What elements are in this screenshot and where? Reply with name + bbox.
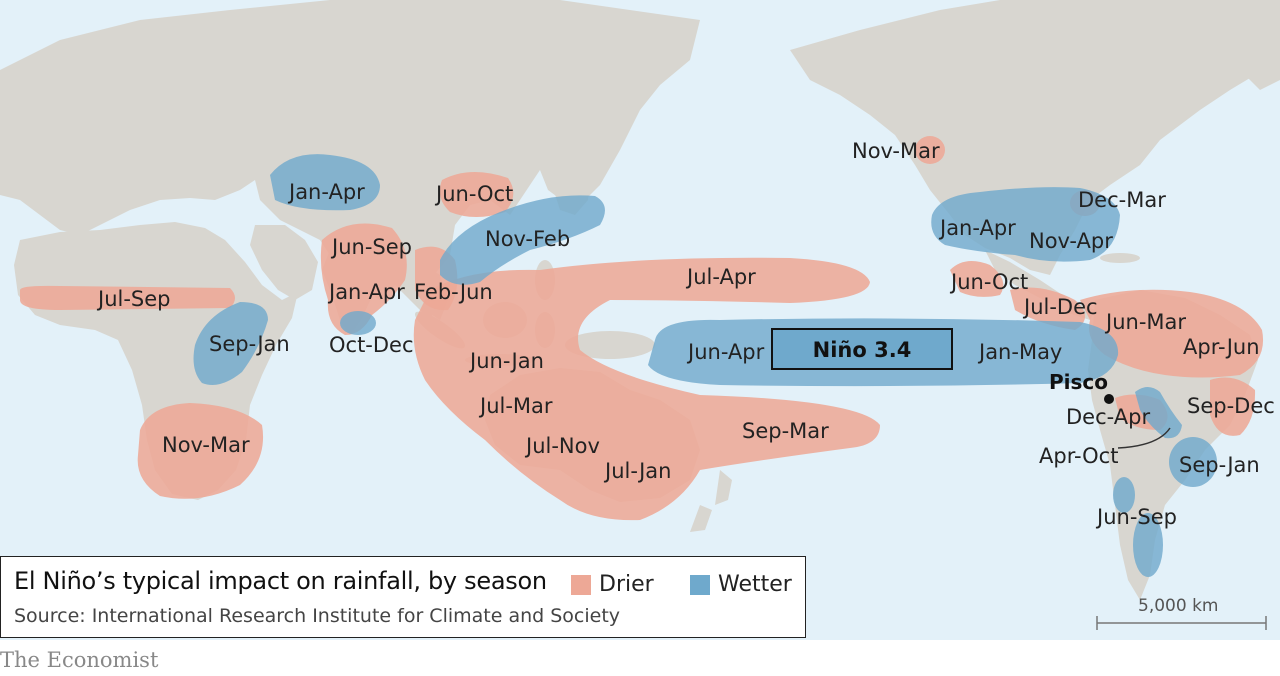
label-jan-apr-india: Jan-Apr <box>327 280 405 304</box>
label-jan-may-pacific: Jan-May <box>977 340 1062 364</box>
wetter-region-nov-feb-east-china <box>440 195 605 285</box>
label-nov-apr-southern-us: Nov-Apr <box>1029 229 1113 253</box>
label-jun-mar-south-america: Jun-Mar <box>1104 310 1186 334</box>
drier-region-jun-oct-mexico <box>950 261 1004 297</box>
drier-swatch <box>571 574 591 595</box>
wetter-region-jun-sep-chile-south <box>1133 513 1163 577</box>
drier-region-jun-oct-china <box>439 171 514 217</box>
wetter-region-apr-oct-chile <box>1135 387 1182 439</box>
label-dec-mar-us-east: Dec-Mar <box>1078 188 1166 212</box>
label-jul-jan-australia: Jul-Jan <box>603 459 671 483</box>
label-sep-dec-brazil: Sep-Dec <box>1187 394 1275 418</box>
scale-bar-label: 5,000 km <box>1138 596 1219 616</box>
pisco-label: Pisco <box>1049 370 1108 394</box>
wetter-region-sep-jan-southern-brazil <box>1169 437 1217 487</box>
label-apr-jun-south-america: Apr-Jun <box>1183 335 1260 359</box>
land-arabia <box>250 225 318 300</box>
label-nov-mar-southern-africa: Nov-Mar <box>162 433 250 457</box>
land-north-america <box>790 0 1280 275</box>
label-jul-mar-australia: Jul-Mar <box>478 394 553 418</box>
wetter-region-southern-us <box>931 187 1120 262</box>
label-sep-jan-east-africa: Sep-Jan <box>209 332 290 356</box>
label-jun-sep-chile: Jun-Sep <box>1095 505 1177 529</box>
label-jun-oct-mexico: Jun-Oct <box>949 270 1028 294</box>
drier-region-nov-mar-southern-africa <box>137 403 264 499</box>
el-nino-rainfall-map: Niño 3.4 Pisco Jan-Apr Jun-Oct Nov-Feb J… <box>0 0 1280 640</box>
drier-region-sep-dec-brazil <box>1210 377 1256 436</box>
label-jul-dec-central-america: Jul-Dec <box>1022 295 1098 319</box>
map-title: El Niño’s typical impact on rainfall, by… <box>14 567 547 595</box>
legend-wetter: Wetter <box>690 572 792 597</box>
label-jul-sep-west-africa: Jul-Sep <box>96 287 171 311</box>
label-jan-apr-central-asia: Jan-Apr <box>287 180 365 204</box>
label-feb-jun-indochina: Feb-Jun <box>414 280 493 304</box>
label-apr-oct-chile: Apr-Oct <box>1039 444 1118 468</box>
nino-3-4-label: Niño 3.4 <box>813 338 912 362</box>
season-labels: Jan-Apr Jun-Oct Nov-Feb Jun-Sep Jan-Apr … <box>96 139 1275 529</box>
scale-bar <box>1096 616 1267 630</box>
legend-wetter-label: Wetter <box>718 572 792 597</box>
label-jan-apr-southern-us: Jan-Apr <box>938 216 1016 240</box>
label-dec-apr-peru: Dec-Apr <box>1066 405 1150 429</box>
label-nov-mar-pacific-nw: Nov-Mar <box>852 139 940 163</box>
apr-oct-leader-line <box>1117 427 1171 449</box>
source-note: Source: International Research Institute… <box>14 605 621 627</box>
drier-region-jul-dec-central-america <box>1010 287 1085 330</box>
label-nov-feb-east-china: Nov-Feb <box>485 227 570 251</box>
drier-region-nov-mar-pacific-nw <box>915 136 945 164</box>
land-new-zealand <box>690 470 732 532</box>
land-greenland <box>1190 0 1280 90</box>
legend-panel: El Niño’s typical impact on rainfall, by… <box>0 556 806 638</box>
wetter-region-jan-apr-central-asia <box>270 154 380 211</box>
drier-region-jul-sep-west-africa <box>20 285 235 310</box>
wetter-region-jun-sep-chile-north <box>1113 477 1135 513</box>
label-sep-mar-pacific: Sep-Mar <box>742 419 829 443</box>
pisco-marker <box>1104 394 1114 404</box>
label-jun-sep-india: Jun-Sep <box>330 235 412 259</box>
wetter-swatch <box>690 574 710 595</box>
nino-3-4-box <box>771 328 953 370</box>
label-jul-nov-australia: Jul-Nov <box>524 434 600 458</box>
wetter-region-oct-dec-sri-lanka <box>340 311 376 335</box>
drier-region-maritime-australia <box>413 257 880 521</box>
drier-region-india <box>320 223 407 335</box>
drier-region-northern-south-america <box>1080 289 1264 378</box>
economist-wordmark: The Economist <box>0 648 159 672</box>
label-jun-jan-indonesia: Jun-Jan <box>468 349 544 373</box>
legend-drier-label: Drier <box>599 572 654 597</box>
label-jun-apr-pacific: Jun-Apr <box>686 340 765 364</box>
label-oct-dec-sri-lanka: Oct-Dec <box>329 333 414 357</box>
label-sep-jan-southern-brazil: Sep-Jan <box>1179 453 1260 477</box>
land-cuba <box>1100 253 1140 263</box>
label-jun-oct-china: Jun-Oct <box>434 182 513 206</box>
land-new-guinea <box>565 331 655 359</box>
drier-regions <box>20 136 1264 521</box>
wetter-region-sep-jan-east-africa <box>193 302 268 385</box>
legend-drier: Drier <box>571 572 654 597</box>
label-jul-apr-pacific: Jul-Apr <box>685 265 756 289</box>
